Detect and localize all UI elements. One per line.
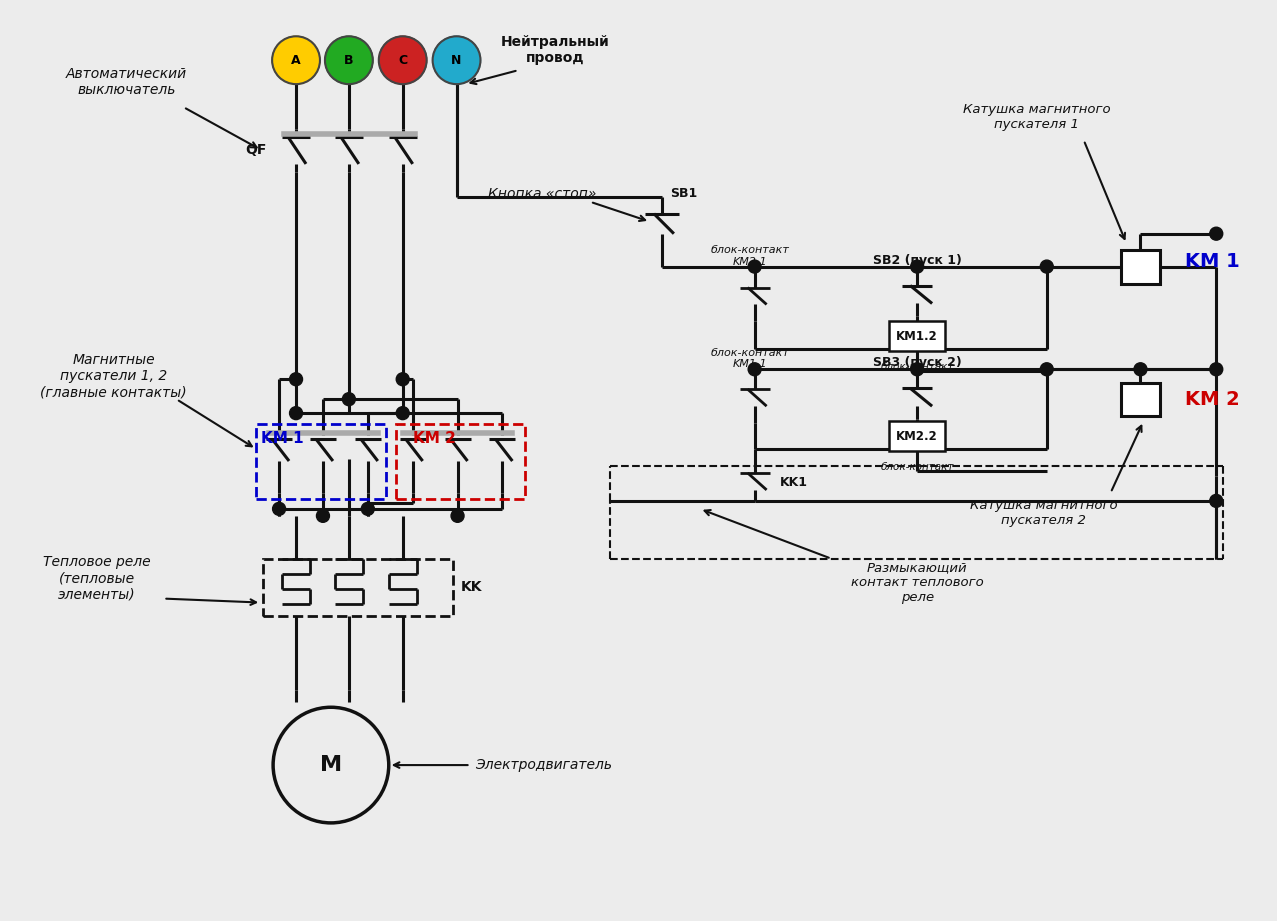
Text: M: M bbox=[319, 755, 342, 775]
Text: SB3 (пуск 2): SB3 (пуск 2) bbox=[872, 356, 962, 369]
Text: A: A bbox=[291, 53, 301, 66]
Text: N: N bbox=[451, 53, 462, 66]
Circle shape bbox=[433, 36, 480, 84]
Text: KM 1: KM 1 bbox=[261, 431, 304, 446]
Circle shape bbox=[1134, 363, 1147, 376]
Circle shape bbox=[748, 363, 761, 376]
Text: B: B bbox=[344, 53, 354, 66]
Bar bbox=[889, 421, 945, 451]
Circle shape bbox=[379, 36, 427, 84]
Text: Нейтральный
провод: Нейтральный провод bbox=[501, 35, 609, 65]
Bar bbox=[889, 321, 945, 351]
Circle shape bbox=[324, 36, 373, 84]
Circle shape bbox=[911, 363, 923, 376]
Circle shape bbox=[272, 36, 321, 84]
Text: Размыкающий
контакт теплового
реле: Размыкающий контакт теплового реле bbox=[850, 561, 983, 604]
Circle shape bbox=[361, 502, 374, 516]
Text: KK: KK bbox=[461, 580, 481, 594]
Text: блок-контакт: блок-контакт bbox=[880, 462, 954, 472]
Text: Магнитные
пускатели 1, 2
(главные контакты): Магнитные пускатели 1, 2 (главные контак… bbox=[41, 353, 186, 400]
Text: KK1: KK1 bbox=[779, 476, 807, 489]
Text: SB1: SB1 bbox=[670, 187, 697, 200]
Text: KM 2: KM 2 bbox=[412, 431, 456, 446]
Bar bbox=[1120, 383, 1161, 416]
Text: QF: QF bbox=[245, 143, 266, 157]
Circle shape bbox=[1041, 363, 1054, 376]
Circle shape bbox=[1209, 363, 1223, 376]
Text: Электродвигатель: Электродвигатель bbox=[475, 758, 613, 772]
Circle shape bbox=[272, 502, 286, 516]
Circle shape bbox=[290, 373, 303, 386]
Circle shape bbox=[396, 373, 409, 386]
Text: KM1.2: KM1.2 bbox=[896, 330, 939, 343]
Text: SB2 (пуск 1): SB2 (пуск 1) bbox=[872, 253, 962, 266]
Text: KM2.2: KM2.2 bbox=[896, 429, 939, 443]
Text: Тепловое реле
(тепловые
элементы): Тепловое реле (тепловые элементы) bbox=[43, 555, 151, 601]
Text: Кнопка «стоп»: Кнопка «стоп» bbox=[488, 187, 596, 201]
Text: KM 1: KM 1 bbox=[1185, 252, 1240, 271]
Text: Автоматический
выключатель: Автоматический выключатель bbox=[66, 67, 188, 98]
Circle shape bbox=[911, 260, 923, 273]
Circle shape bbox=[290, 407, 303, 420]
Text: блок-контакт
KM2.1: блок-контакт KM2.1 bbox=[710, 245, 789, 266]
Circle shape bbox=[1041, 260, 1054, 273]
Circle shape bbox=[1209, 227, 1223, 240]
Circle shape bbox=[1209, 495, 1223, 507]
Text: KM 2: KM 2 bbox=[1185, 390, 1240, 409]
Circle shape bbox=[396, 407, 409, 420]
Circle shape bbox=[317, 509, 329, 522]
Circle shape bbox=[342, 392, 355, 405]
Text: Катушка магнитного
пускателя 2: Катушка магнитного пускателя 2 bbox=[971, 499, 1117, 527]
Text: C: C bbox=[398, 53, 407, 66]
Bar bbox=[1120, 250, 1161, 284]
Circle shape bbox=[748, 260, 761, 273]
Text: Катушка магнитного
пускателя 1: Катушка магнитного пускателя 1 bbox=[963, 103, 1111, 131]
Text: блок-контакт: блок-контакт bbox=[880, 362, 954, 372]
Text: блок-контакт
KM1.1: блок-контакт KM1.1 bbox=[710, 347, 789, 369]
Circle shape bbox=[451, 509, 464, 522]
